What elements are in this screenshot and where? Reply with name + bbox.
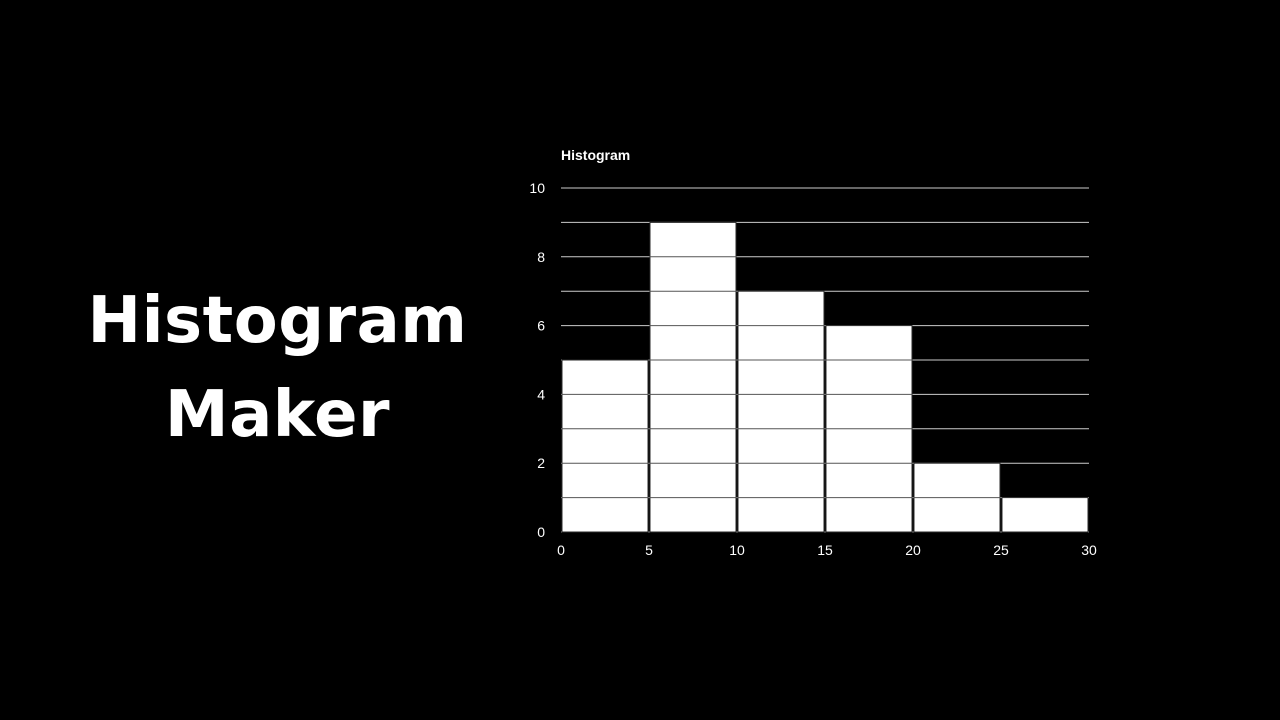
x-tick-label: 10	[729, 542, 745, 558]
gridlines	[561, 187, 1089, 533]
y-tick-label: 6	[537, 318, 545, 334]
y-tick-label: 10	[529, 180, 545, 196]
x-tick-label: 25	[993, 542, 1009, 558]
chart-title: Histogram	[561, 147, 630, 163]
x-tick-label: 0	[557, 542, 565, 558]
histogram-bar	[737, 290, 825, 533]
x-tick-label: 30	[1081, 542, 1097, 558]
y-axis-ticks: 0 2 4 6 8 10	[529, 180, 545, 540]
y-tick-label: 2	[537, 455, 545, 471]
y-tick-label: 4	[537, 386, 545, 402]
hero-title: Histogram Maker	[60, 274, 495, 462]
bars	[561, 221, 1089, 533]
x-tick-label: 20	[905, 542, 921, 558]
x-tick-label: 15	[817, 542, 833, 558]
y-tick-label: 8	[537, 249, 545, 265]
histogram-bar	[561, 359, 649, 533]
histogram-bar	[1001, 497, 1089, 533]
histogram-bar	[649, 221, 737, 533]
x-axis-ticks: 0 5 10 15 20 25 30	[557, 542, 1097, 558]
x-tick-label: 5	[645, 542, 653, 558]
y-tick-label: 0	[537, 524, 545, 540]
hero-title-line-2: Maker	[164, 378, 391, 452]
hero-title-line-1: Histogram	[87, 284, 468, 358]
